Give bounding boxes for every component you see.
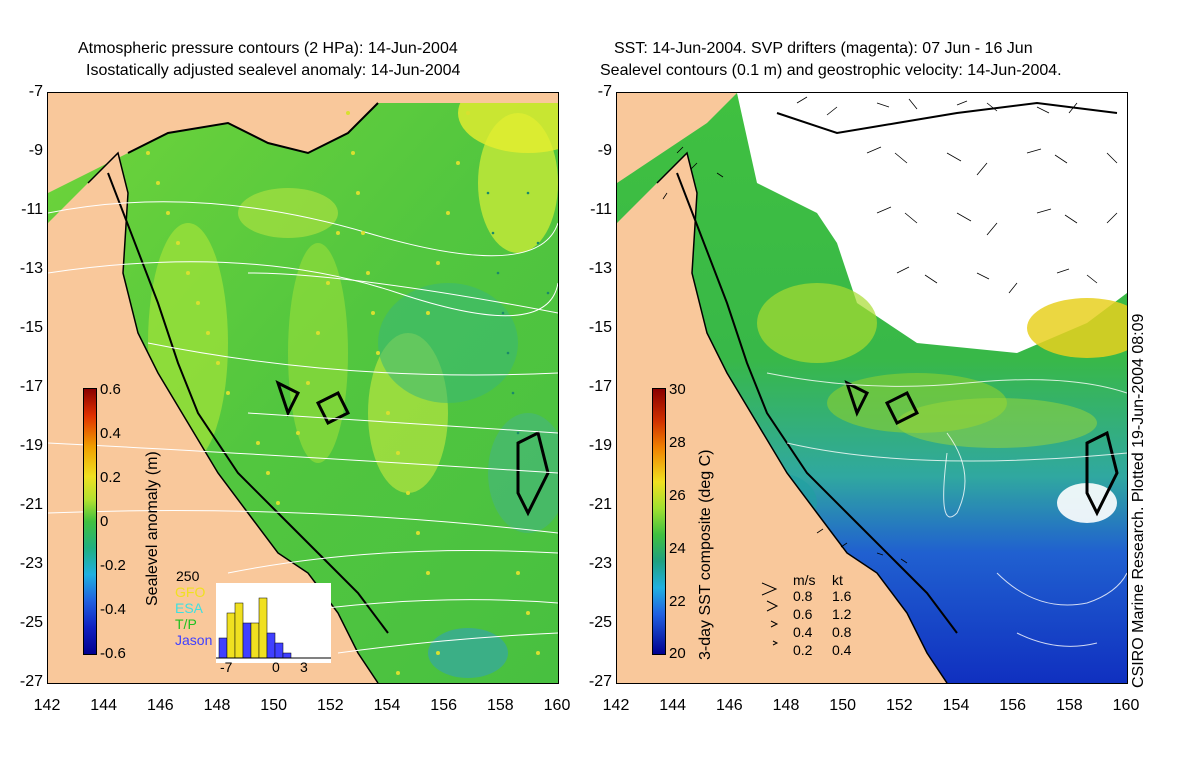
left-lat-tick: -15 (19, 319, 43, 336)
left-lat-tick: -17 (19, 378, 43, 395)
left-lon-tick: 158 (486, 697, 514, 714)
right-lat-tick: -7 (597, 83, 612, 100)
legend-tp: T/P (175, 616, 197, 632)
png-land (48, 93, 558, 193)
left-lon-tick: 144 (90, 697, 117, 714)
sl-cbar-tick: -0.2 (100, 557, 126, 574)
velocity-key-kt: 1.6 (832, 588, 852, 604)
sst-map (617, 93, 1127, 683)
left-title-line2: Isostatically adjusted sealevel anomaly:… (86, 62, 461, 79)
png-land (617, 93, 737, 183)
sst-colorbar (652, 388, 666, 655)
right-lon-tick: 142 (602, 697, 630, 714)
right-lon-tick: 148 (772, 697, 800, 714)
right-lat-tick: -9 (597, 142, 612, 159)
velocity-key-ms: 0.4 (793, 624, 813, 640)
sst-cbar-tick: 20 (669, 645, 686, 662)
left-lat-tick: -21 (19, 496, 43, 513)
right-lat-tick: -27 (588, 673, 612, 690)
left-lat-tick: -23 (19, 555, 43, 572)
right-lon-tick: 154 (942, 697, 970, 714)
right-lon-tick: 150 (829, 697, 856, 714)
legend-esa: ESA (175, 600, 204, 616)
sl-cbar-tick: -0.6 (100, 645, 126, 662)
left-lon-tick: 152 (316, 697, 344, 714)
histogram-ymax: 250 (176, 568, 200, 584)
velocity-key-ms: 0.2 (793, 642, 813, 658)
right-lat-tick: -21 (588, 496, 612, 513)
right-lat-tick: -13 (588, 260, 612, 277)
left-lon-tick: 156 (430, 697, 457, 714)
right-lon-tick: 144 (659, 697, 686, 714)
velocity-key-header-ms: m/s (793, 572, 816, 588)
right-lon-tick: 156 (999, 697, 1026, 714)
sst-cbar-tick: 22 (669, 593, 686, 610)
velocity-key-header-kt: kt (832, 572, 843, 588)
velocity-key-kt: 0.4 (832, 642, 852, 658)
right-lat-tick: -11 (590, 201, 612, 218)
right-lat-tick: -15 (588, 319, 612, 336)
sst-cbar-tick: 26 (669, 487, 686, 504)
sst-cbar-tick: 30 (669, 381, 686, 398)
histogram-xtick-0: 0 (272, 659, 280, 675)
right-lon-tick: 146 (715, 697, 743, 714)
sl-cbar-tick: -0.4 (100, 601, 126, 618)
left-lon-tick: 154 (373, 697, 401, 714)
australia-land (48, 153, 378, 683)
left-lat-tick: -19 (19, 437, 43, 454)
left-lon-tick: 146 (146, 697, 174, 714)
right-title-line2: Sealevel contours (0.1 m) and geostrophi… (600, 62, 1062, 79)
credit-text: CSIRO Marine Research. Plotted 19-Jun-20… (1130, 313, 1147, 688)
sl-cbar-tick: 0.2 (100, 469, 121, 486)
left-lon-tick: 150 (260, 697, 287, 714)
left-lon-tick: 160 (543, 697, 571, 714)
sealevel-map (48, 93, 558, 683)
right-lat-tick: -19 (588, 437, 612, 454)
histogram-xtick-3: 3 (300, 659, 308, 675)
left-lat-tick: -27 (19, 673, 43, 690)
left-lon-tick: 142 (33, 697, 61, 714)
left-lat-tick: -9 (28, 142, 43, 159)
sst-colorbar-label: 3-day SST composite (deg C) (697, 449, 714, 660)
right-lon-tick: 160 (1112, 697, 1140, 714)
track-histogram (216, 583, 331, 663)
right-lon-tick: 152 (885, 697, 913, 714)
left-lat-tick: -11 (21, 201, 43, 218)
left-lat-tick: -7 (28, 83, 43, 100)
left-lon-tick: 148 (203, 697, 231, 714)
sl-colorbar-label: Sealevel anomaly (m) (144, 451, 161, 606)
sst-cbar-tick: 24 (669, 540, 686, 557)
right-lat-tick: -17 (588, 378, 612, 395)
right-title-line1: SST: 14-Jun-2004. SVP drifters (magenta)… (614, 40, 1033, 57)
velocity-key-kt: 1.2 (832, 606, 852, 622)
left-lat-tick: -13 (19, 260, 43, 277)
velocity-key-kt: 0.8 (832, 624, 852, 640)
right-lat-tick: -25 (588, 614, 612, 631)
left-title-line1: Atmospheric pressure contours (2 HPa): 1… (78, 40, 458, 57)
legend-gfo: GFO (175, 584, 206, 600)
velocity-key-ms: 0.6 (793, 606, 813, 622)
sl-cbar-tick: 0.6 (100, 381, 121, 398)
sealevel-map-panel: 250 (47, 92, 559, 684)
australia-land (617, 153, 947, 683)
right-lat-tick: -23 (588, 555, 612, 572)
legend-jason: Jason (175, 632, 213, 648)
track-histogram-inset: 250 (176, 569, 331, 663)
velocity-key-ms: 0.8 (793, 588, 813, 604)
sl-cbar-tick: 0 (100, 513, 109, 530)
sst-cbar-tick: 28 (669, 434, 686, 451)
sl-cbar-tick: 0.4 (100, 425, 121, 442)
sst-map-panel (616, 92, 1128, 684)
histogram-xtick-neg7: -7 (220, 659, 233, 675)
sealevel-colorbar (83, 388, 97, 655)
left-lat-tick: -25 (19, 614, 43, 631)
right-lon-tick: 158 (1055, 697, 1083, 714)
